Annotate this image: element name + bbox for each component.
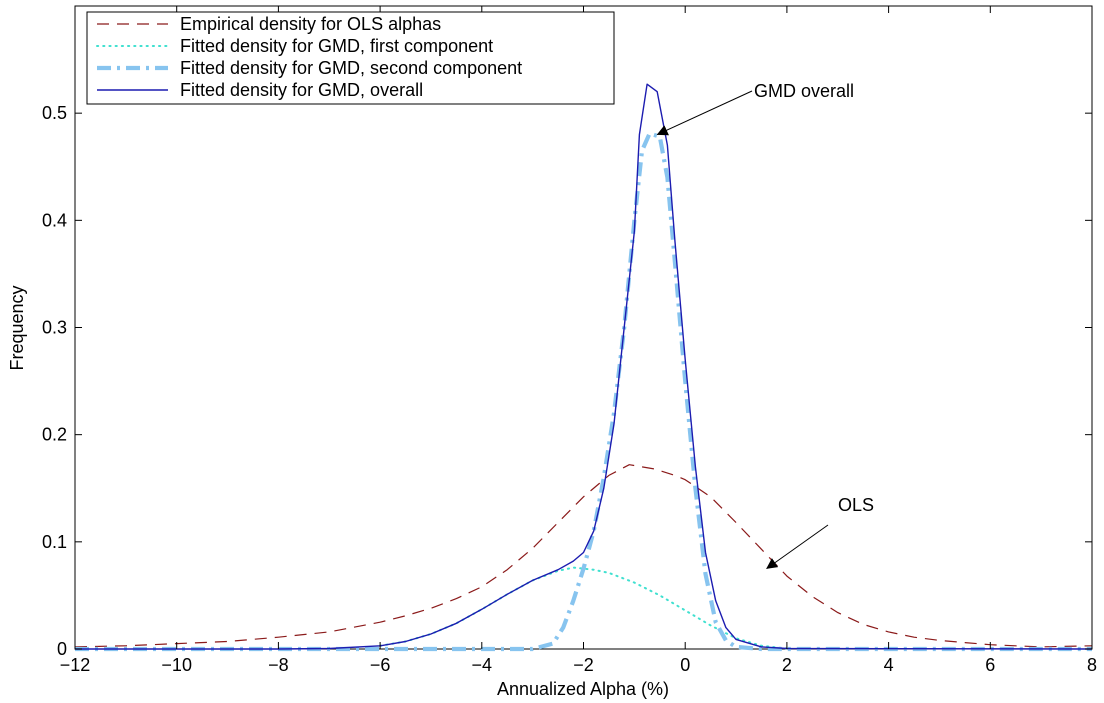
x-tick-label: 0	[680, 655, 690, 675]
series-line-1	[74, 464, 1093, 648]
x-tick-label: 8	[1087, 655, 1097, 675]
annotation-arrow-1	[656, 90, 753, 136]
legend-box	[86, 11, 615, 105]
series-layer	[74, 83, 1093, 652]
x-tick-label: 6	[985, 655, 995, 675]
x-axis-label: Annualized Alpha (%)	[497, 679, 669, 699]
y-tick-label: 0.3	[42, 318, 67, 338]
y-tick-label: 0.2	[42, 425, 67, 445]
y-tick-label: 0.4	[42, 210, 67, 230]
y-tick-label: 0	[57, 639, 67, 659]
legend-label-1: Empirical density for OLS alphas	[180, 14, 441, 34]
legend-label-4: Fitted density for GMD, overall	[180, 80, 423, 100]
y-tick-label: 0.1	[42, 532, 67, 552]
y-tick-label: 0.5	[42, 103, 67, 123]
x-tick-label: −6	[370, 655, 391, 675]
legend-label-3: Fitted density for GMD, second component	[180, 58, 522, 78]
x-tick-label: −2	[573, 655, 594, 675]
legend-label-2: Fitted density for GMD, first component	[180, 36, 493, 56]
annotation-arrow-2	[766, 524, 829, 570]
tick-layer: −12 −10 −8 −6 −4 −2 0 2 4 6 8 0 0.1 0.2 0.3 0.4 0.5	[42, 6, 1097, 675]
x-tick-label: 4	[884, 655, 894, 675]
x-tick-label: 2	[782, 655, 792, 675]
annotation-label-2: OLS	[838, 495, 874, 515]
series-line-4	[75, 83, 1093, 650]
annotation-label-1: GMD overall	[754, 81, 854, 101]
x-tick-label: −4	[472, 655, 493, 675]
plot-area	[74, 5, 1093, 650]
plot-frame	[74, 5, 1093, 650]
x-tick-label: −8	[268, 655, 289, 675]
annotation-layer: GMD overall OLS	[656, 81, 874, 570]
y-axis-label: Frequency	[7, 285, 27, 370]
series-line-3	[75, 131, 1092, 652]
x-tick-label: −10	[161, 655, 192, 675]
x-tick-label: −12	[60, 655, 91, 675]
